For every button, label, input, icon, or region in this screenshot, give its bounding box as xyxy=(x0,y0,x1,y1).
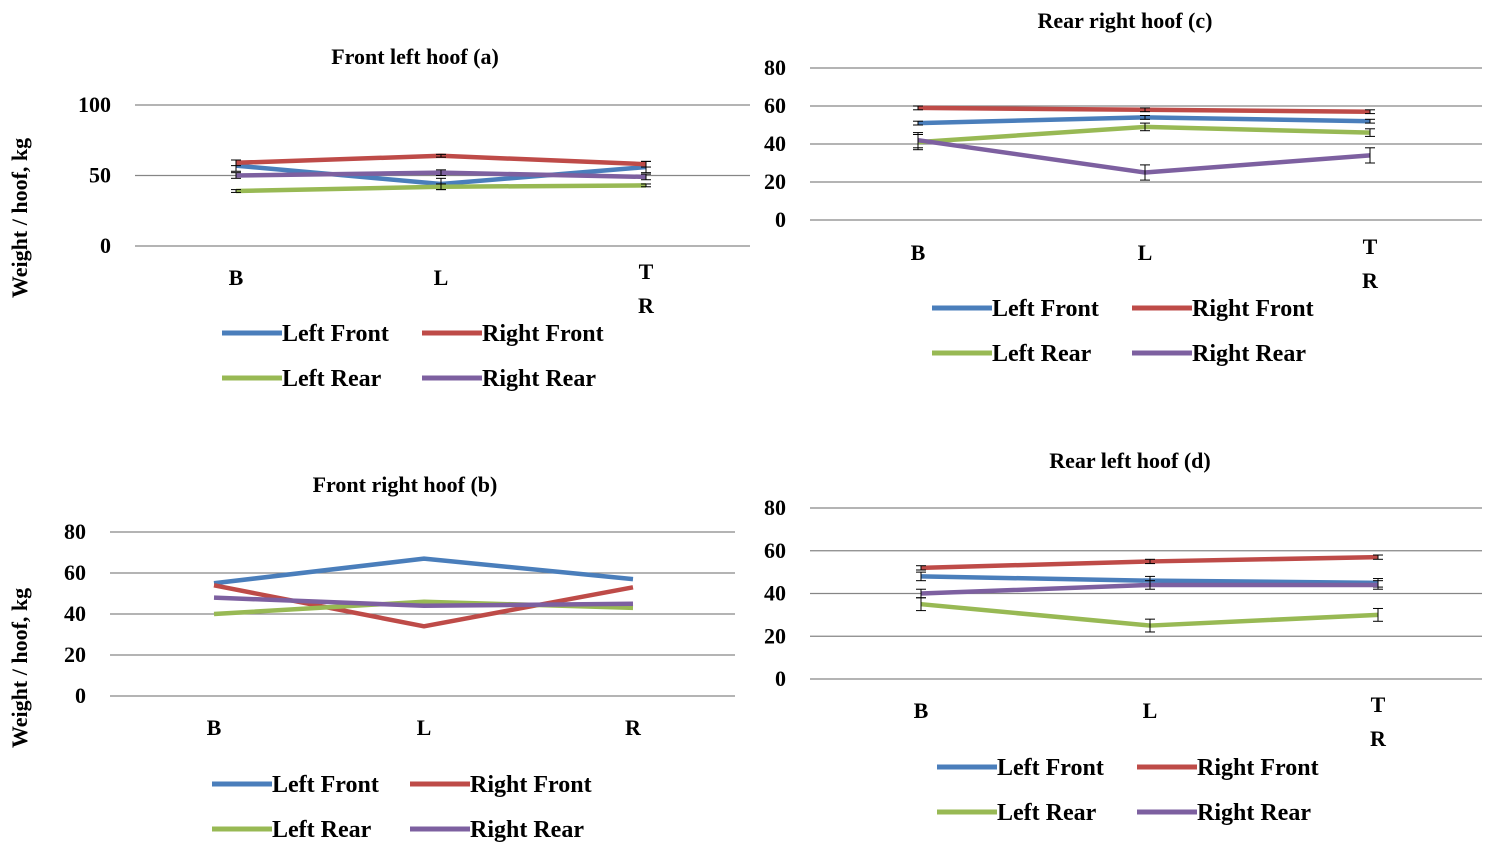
chart-title: Front right hoof (b) xyxy=(313,472,498,497)
error-bar-right-front xyxy=(916,565,926,571)
x-tick-label: B xyxy=(229,265,244,290)
legend: Left Front Right Front Left Rear Right Rear xyxy=(222,321,604,392)
y-tick-label: 60 xyxy=(764,538,786,563)
error-bar-right-rear xyxy=(1145,580,1155,590)
y-tick-label: 50 xyxy=(89,163,111,188)
error-bar-right-front xyxy=(913,105,923,111)
error-bar-left-rear xyxy=(436,183,446,191)
x-tick-label: B xyxy=(911,240,926,265)
error-bar-left-front xyxy=(1365,118,1375,124)
error-bar-left-front xyxy=(913,120,923,126)
legend-label-left-rear: Left Rear xyxy=(272,817,372,843)
chart-title: Rear right hoof (c) xyxy=(1038,8,1213,33)
error-bar-right-rear xyxy=(1365,147,1375,164)
error-bar-left-rear xyxy=(1365,128,1375,137)
error-bar-left-rear xyxy=(231,189,241,193)
legend: Left Front Right Front Left Rear Right Rear xyxy=(212,772,592,843)
error-bar-right-rear xyxy=(1373,580,1383,590)
chart-title: Rear left hoof (d) xyxy=(1049,448,1211,473)
y-tick-label: 20 xyxy=(64,642,86,667)
legend-label-left-rear: Left Rear xyxy=(992,341,1092,367)
x-tick-label: L xyxy=(417,715,432,740)
y-tick-label: 40 xyxy=(764,131,786,156)
error-bar-right-front xyxy=(1365,109,1375,115)
series-line-right-front xyxy=(917,105,1371,114)
error-bar-right-rear xyxy=(436,169,446,176)
error-bar-left-front xyxy=(1140,115,1150,120)
chart-b: Front right hoof (b) 0 20 40 60 80 B L R Left Fro… xyxy=(64,472,735,843)
legend-label-right-front: Right Front xyxy=(470,772,592,798)
y-tick-label: 40 xyxy=(764,581,786,606)
y-tick-label: 80 xyxy=(764,495,786,520)
x-tick-label: R xyxy=(625,715,642,740)
error-bar-right-front xyxy=(436,153,446,158)
y-tick-label: 60 xyxy=(64,560,86,585)
y-tick-label: 60 xyxy=(764,93,786,118)
error-bar-left-rear xyxy=(1373,607,1383,622)
x-tick-label: B xyxy=(914,698,929,723)
error-bar-right-rear xyxy=(1140,164,1150,181)
x-tick-label: T xyxy=(1363,234,1378,259)
legend-label-left-front: Left Front xyxy=(992,296,1099,322)
y-axis-label-bottom: Weight / hoof, kg xyxy=(7,587,32,748)
legend-label-right-rear: Right Rear xyxy=(470,817,584,843)
legend-label-right-front: Right Front xyxy=(1192,296,1314,322)
legend-label-right-rear: Right Rear xyxy=(1197,800,1311,826)
series-line-right-rear xyxy=(917,137,1371,175)
legend-label-left-rear: Left Rear xyxy=(997,800,1097,826)
y-tick-label: 0 xyxy=(775,666,786,691)
series-line-right-rear xyxy=(213,595,634,609)
series-line-left-front xyxy=(213,556,634,586)
error-bar-right-rear xyxy=(916,588,926,599)
legend-label-left-rear: Left Rear xyxy=(282,366,382,392)
error-bar-right-rear xyxy=(913,132,923,149)
legend-label-left-front: Left Front xyxy=(282,321,389,347)
error-bar-right-rear xyxy=(641,173,651,181)
error-bar-left-front xyxy=(916,571,926,582)
error-bar-left-rear xyxy=(1140,122,1150,132)
y-tick-label: 80 xyxy=(764,55,786,80)
chart-c: Rear right hoof (c) 0 20 40 60 80 B L TR Left Fro… xyxy=(764,8,1482,367)
legend: Left Front Right Front Left Rear Right Rear xyxy=(937,755,1319,826)
chart-a: Front left hoof (a) 0 50 100 B L TR Left Front R… xyxy=(78,44,750,392)
error-bar-right-rear xyxy=(231,172,241,179)
y-tick-label: 0 xyxy=(75,683,86,708)
chart-d: Rear left hoof (d) 0 20 40 60 80 B L TR Left Fron… xyxy=(764,448,1482,826)
error-bar-left-rear xyxy=(641,183,651,188)
y-axis-label-top: Weight / hoof, kg xyxy=(7,137,32,298)
error-bar-right-front xyxy=(1373,554,1383,560)
x-tick-label: B xyxy=(207,715,222,740)
legend-label-right-front: Right Front xyxy=(1197,755,1319,781)
x-tick-label-line2: R xyxy=(638,293,655,318)
x-tick-label-line2: R xyxy=(1370,726,1387,751)
x-tick-label: T xyxy=(639,259,654,284)
x-tick-label: T xyxy=(1371,692,1386,717)
y-tick-label: 20 xyxy=(764,169,786,194)
legend-label-right-rear: Right Rear xyxy=(1192,341,1306,367)
x-tick-label: L xyxy=(1138,240,1153,265)
legend-label-right-rear: Right Rear xyxy=(482,366,596,392)
y-tick-label: 40 xyxy=(64,601,86,626)
error-bar-right-front xyxy=(1145,558,1155,565)
series-line-left-rear xyxy=(917,124,1371,145)
error-bar-right-front xyxy=(641,160,651,168)
x-tick-label: L xyxy=(434,265,449,290)
x-tick-label: L xyxy=(1143,698,1158,723)
legend-label-right-front: Right Front xyxy=(482,321,604,347)
series-line-left-front xyxy=(917,115,1371,126)
error-bar-right-front xyxy=(1140,107,1150,113)
y-tick-label: 100 xyxy=(78,92,111,117)
error-bar-left-rear xyxy=(1145,618,1155,633)
legend-label-left-front: Left Front xyxy=(272,772,379,798)
y-tick-label: 0 xyxy=(100,233,111,258)
x-tick-label-line2: R xyxy=(1362,268,1379,293)
chart-title: Front left hoof (a) xyxy=(331,44,499,69)
y-tick-label: 0 xyxy=(775,207,786,232)
legend-label-left-front: Left Front xyxy=(997,755,1104,781)
y-tick-label: 20 xyxy=(764,623,786,648)
legend: Left Front Right Front Left Rear Right Rear xyxy=(932,296,1314,367)
error-bar-right-front xyxy=(231,159,241,167)
y-tick-label: 80 xyxy=(64,519,86,544)
